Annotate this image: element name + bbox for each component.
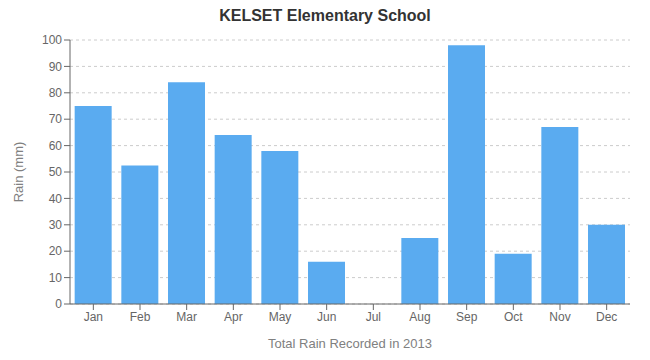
svg-text:0: 0 [55,297,62,311]
svg-text:90: 90 [49,60,63,74]
svg-text:Oct: Oct [504,310,523,324]
svg-text:Feb: Feb [130,310,151,324]
svg-text:Apr: Apr [224,310,243,324]
svg-text:Sep: Sep [456,310,478,324]
svg-text:10: 10 [49,271,63,285]
svg-text:Total Rain Recorded in 2013: Total Rain Recorded in 2013 [268,336,432,351]
svg-text:100: 100 [42,33,62,47]
svg-text:Jul: Jul [366,310,381,324]
svg-text:May: May [269,310,292,324]
svg-text:20: 20 [49,244,63,258]
svg-text:Dec: Dec [596,310,617,324]
svg-text:70: 70 [49,112,63,126]
svg-text:60: 60 [49,139,63,153]
svg-text:Nov: Nov [549,310,570,324]
svg-text:Aug: Aug [409,310,430,324]
svg-text:Rain (mm): Rain (mm) [11,142,26,203]
svg-text:80: 80 [49,86,63,100]
html-text:KELSET Elementary School: KELSET Elementary School [219,7,431,24]
svg-text:Mar: Mar [176,310,197,324]
svg-text:50: 50 [49,165,63,179]
svg-text:Jun: Jun [317,310,336,324]
svg-text:Jan: Jan [84,310,103,324]
svg-text:30: 30 [49,218,63,232]
svg-text:40: 40 [49,192,63,206]
